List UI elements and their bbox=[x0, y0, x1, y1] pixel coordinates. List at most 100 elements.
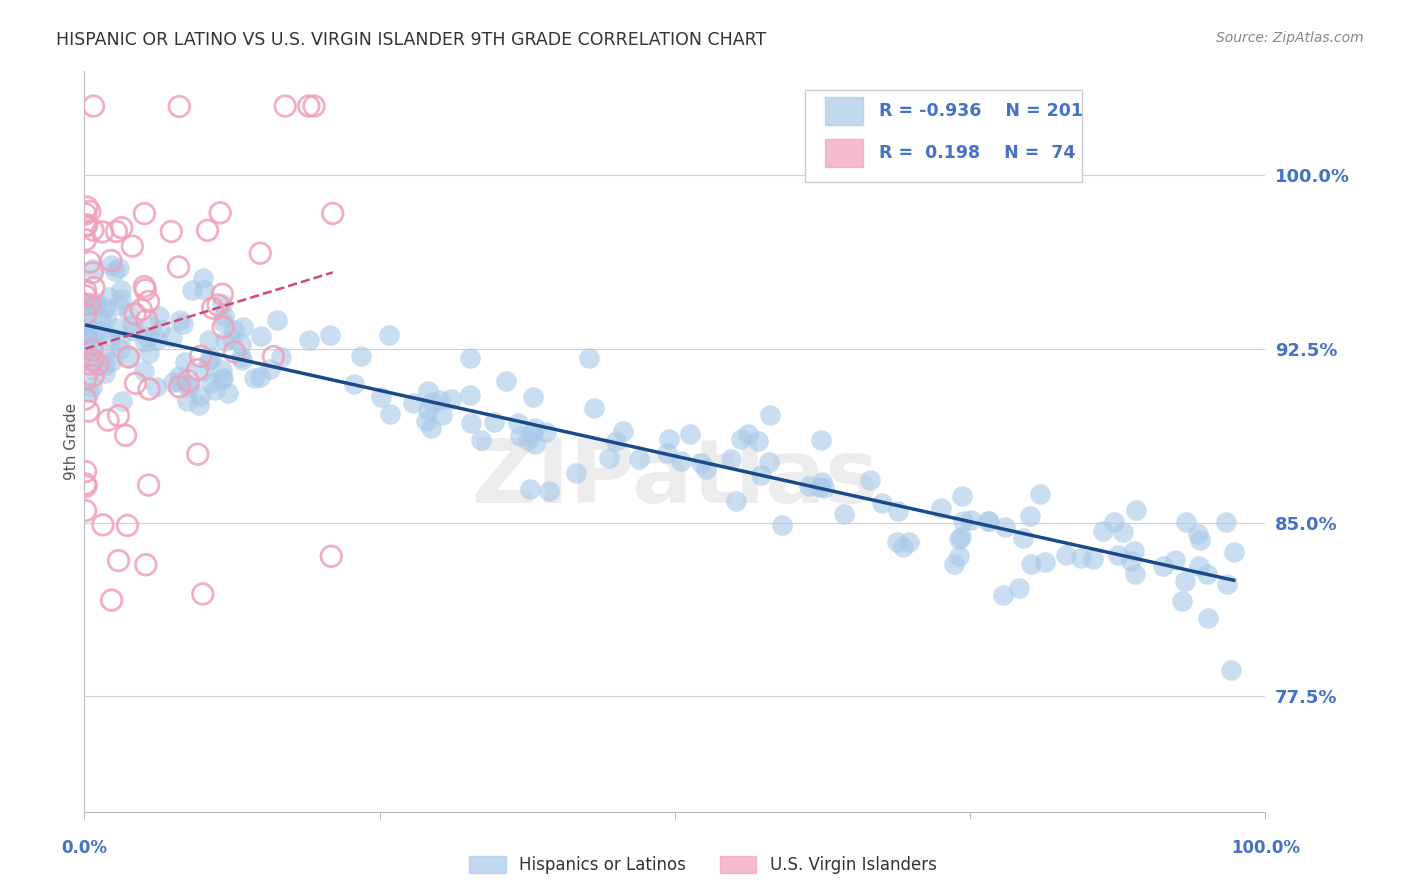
Point bbox=[994, 520, 1017, 534]
Point bbox=[108, 260, 131, 275]
Point bbox=[105, 320, 128, 334]
Point bbox=[76, 319, 98, 334]
Point bbox=[76, 200, 98, 214]
Point bbox=[747, 434, 769, 448]
Point bbox=[298, 99, 321, 113]
Point bbox=[231, 352, 253, 367]
Point bbox=[416, 384, 439, 399]
Point bbox=[98, 290, 121, 304]
Point bbox=[124, 376, 146, 391]
Point bbox=[87, 357, 110, 371]
Point bbox=[993, 588, 1015, 602]
Point bbox=[872, 496, 894, 510]
Point bbox=[211, 287, 233, 301]
Point bbox=[859, 473, 882, 487]
Point bbox=[176, 393, 198, 408]
Point bbox=[121, 239, 143, 253]
Point bbox=[82, 330, 104, 344]
Point bbox=[1125, 503, 1147, 517]
Point bbox=[495, 375, 517, 389]
Point bbox=[139, 318, 162, 333]
Point bbox=[222, 323, 245, 337]
Point bbox=[100, 258, 122, 272]
Point bbox=[77, 385, 100, 400]
Point bbox=[1091, 524, 1114, 539]
Point bbox=[76, 297, 98, 311]
Point bbox=[110, 292, 132, 306]
Point bbox=[416, 402, 439, 417]
Point bbox=[82, 262, 104, 277]
Point bbox=[259, 362, 281, 376]
Point bbox=[211, 372, 233, 386]
Point bbox=[80, 354, 103, 368]
Point bbox=[523, 437, 546, 451]
Text: R = -0.936    N = 201: R = -0.936 N = 201 bbox=[879, 102, 1083, 120]
Point bbox=[1123, 543, 1146, 558]
Point bbox=[169, 375, 191, 389]
Point bbox=[1008, 581, 1031, 595]
Text: Source: ZipAtlas.com: Source: ZipAtlas.com bbox=[1216, 31, 1364, 45]
Point bbox=[612, 424, 634, 438]
Point bbox=[724, 494, 747, 508]
Point bbox=[1033, 555, 1056, 569]
Point bbox=[484, 415, 506, 429]
Point bbox=[197, 223, 219, 237]
Point bbox=[200, 376, 222, 390]
Point bbox=[75, 371, 97, 385]
Point bbox=[211, 297, 233, 311]
Point bbox=[266, 312, 288, 326]
Point bbox=[75, 219, 97, 234]
Point bbox=[1215, 515, 1237, 529]
Point bbox=[117, 518, 139, 533]
Point bbox=[430, 408, 453, 422]
FancyBboxPatch shape bbox=[825, 138, 863, 167]
Point bbox=[76, 330, 98, 344]
Point bbox=[948, 533, 970, 547]
Point bbox=[138, 346, 160, 360]
Point bbox=[188, 398, 211, 412]
Point bbox=[655, 446, 678, 460]
Point bbox=[690, 456, 713, 470]
Point bbox=[198, 333, 221, 347]
Point bbox=[658, 432, 681, 446]
Y-axis label: 9th Grade: 9th Grade bbox=[63, 403, 79, 480]
Point bbox=[343, 376, 366, 391]
Point bbox=[1174, 515, 1197, 529]
Point bbox=[519, 482, 541, 496]
Point bbox=[191, 587, 214, 601]
Point bbox=[232, 320, 254, 334]
Point bbox=[1223, 545, 1246, 559]
Point bbox=[522, 391, 544, 405]
Point bbox=[212, 320, 235, 334]
Point bbox=[1054, 549, 1077, 563]
Point bbox=[172, 317, 194, 331]
Point bbox=[77, 404, 100, 418]
Point bbox=[76, 343, 98, 357]
Point bbox=[891, 540, 914, 554]
Point bbox=[97, 413, 120, 427]
Point bbox=[118, 306, 141, 320]
Point bbox=[75, 479, 97, 493]
Point bbox=[75, 476, 97, 491]
Point bbox=[110, 283, 132, 297]
Point bbox=[169, 312, 191, 326]
Point bbox=[193, 270, 215, 285]
Point bbox=[107, 409, 129, 423]
Point bbox=[583, 401, 606, 415]
Point bbox=[76, 327, 98, 342]
Point bbox=[797, 479, 820, 493]
Point bbox=[75, 392, 97, 406]
Point bbox=[160, 330, 183, 344]
Point bbox=[80, 343, 103, 358]
Point bbox=[420, 395, 443, 409]
Point bbox=[322, 206, 344, 220]
Point bbox=[211, 315, 233, 329]
Point bbox=[1081, 551, 1104, 566]
Point bbox=[117, 350, 139, 364]
Point bbox=[1121, 554, 1143, 568]
Point bbox=[679, 426, 702, 441]
Point bbox=[134, 334, 156, 349]
Point bbox=[321, 549, 343, 564]
Point bbox=[1164, 553, 1187, 567]
Point bbox=[420, 421, 443, 435]
